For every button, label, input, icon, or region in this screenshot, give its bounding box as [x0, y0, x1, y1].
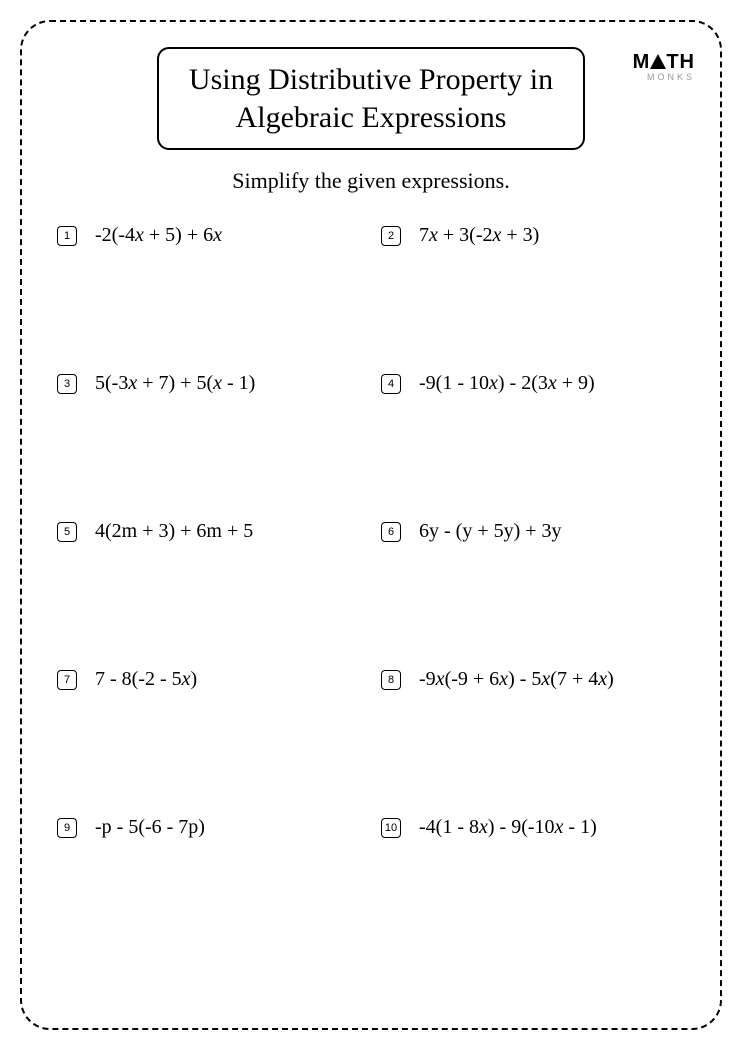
problem-item: 3 5(-3x + 7) + 5(x - 1) [57, 372, 361, 395]
expression: -p - 5(-6 - 7p) [95, 816, 205, 839]
instruction-text: Simplify the given expressions. [52, 168, 690, 194]
variable: x [429, 224, 438, 246]
logo: M TH MONKS [633, 52, 695, 82]
variable: x [182, 668, 191, 690]
problem-number: 4 [381, 374, 401, 394]
problem-item: 9 -p - 5(-6 - 7p) [57, 816, 361, 839]
problem-item: 5 4(2m + 3) + 6m + 5 [57, 520, 361, 543]
problem-item: 1 -2(-4x + 5) + 6x [57, 224, 361, 247]
title-line-1: Using Distributive Property in [189, 61, 553, 99]
logo-sub: MONKS [633, 72, 695, 82]
expression: 7x + 3(-2x + 3) [419, 224, 539, 247]
logo-main: M TH [633, 52, 695, 72]
variable: x [548, 372, 557, 394]
variable: x [213, 224, 222, 246]
problem-number: 3 [57, 374, 77, 394]
variable: x [479, 816, 488, 838]
title-line-2: Algebraic Expressions [189, 99, 553, 137]
expression: 7 - 8(-2 - 5x) [95, 668, 197, 691]
title-box: Using Distributive Property in Algebraic… [157, 47, 585, 150]
variable: x [436, 668, 445, 690]
expression: 4(2m + 3) + 6m + 5 [95, 520, 253, 543]
variable: x [598, 668, 607, 690]
expression: -4(1 - 8x) - 9(-10x - 1) [419, 816, 597, 839]
variable: x [135, 224, 144, 246]
problem-number: 10 [381, 818, 401, 838]
variable: x [499, 668, 508, 690]
expression: -2(-4x + 5) + 6x [95, 224, 222, 247]
problem-number: 9 [57, 818, 77, 838]
problem-number: 5 [57, 522, 77, 542]
variable: x [489, 372, 498, 394]
problem-number: 7 [57, 670, 77, 690]
header: Using Distributive Property in Algebraic… [52, 47, 690, 150]
expression: -9(1 - 10x) - 2(3x + 9) [419, 372, 595, 395]
problems-grid: 1 -2(-4x + 5) + 6x 2 7x + 3(-2x + 3) 3 5(-3x … [52, 224, 690, 839]
problem-number: 2 [381, 226, 401, 246]
problem-number: 6 [381, 522, 401, 542]
expression: -9x(-9 + 6x) - 5x(7 + 4x) [419, 668, 614, 691]
problem-number: 8 [381, 670, 401, 690]
problem-item: 7 7 - 8(-2 - 5x) [57, 668, 361, 691]
worksheet-border: Using Distributive Property in Algebraic… [20, 20, 722, 1030]
problem-number: 1 [57, 226, 77, 246]
expression: 5(-3x + 7) + 5(x - 1) [95, 372, 255, 395]
triangle-icon [650, 54, 666, 69]
variable: x [493, 224, 502, 246]
variable: x [128, 372, 137, 394]
problem-item: 2 7x + 3(-2x + 3) [381, 224, 685, 247]
problem-item: 6 6y - (y + 5y) + 3y [381, 520, 685, 543]
variable: x [541, 668, 550, 690]
problem-item: 10 -4(1 - 8x) - 9(-10x - 1) [381, 816, 685, 839]
problem-item: 4 -9(1 - 10x) - 2(3x + 9) [381, 372, 685, 395]
problem-item: 8 -9x(-9 + 6x) - 5x(7 + 4x) [381, 668, 685, 691]
logo-m: M [633, 51, 651, 73]
variable: x [555, 816, 564, 838]
variable: x [213, 372, 222, 394]
expression: 6y - (y + 5y) + 3y [419, 520, 562, 543]
logo-th: TH [666, 51, 695, 73]
